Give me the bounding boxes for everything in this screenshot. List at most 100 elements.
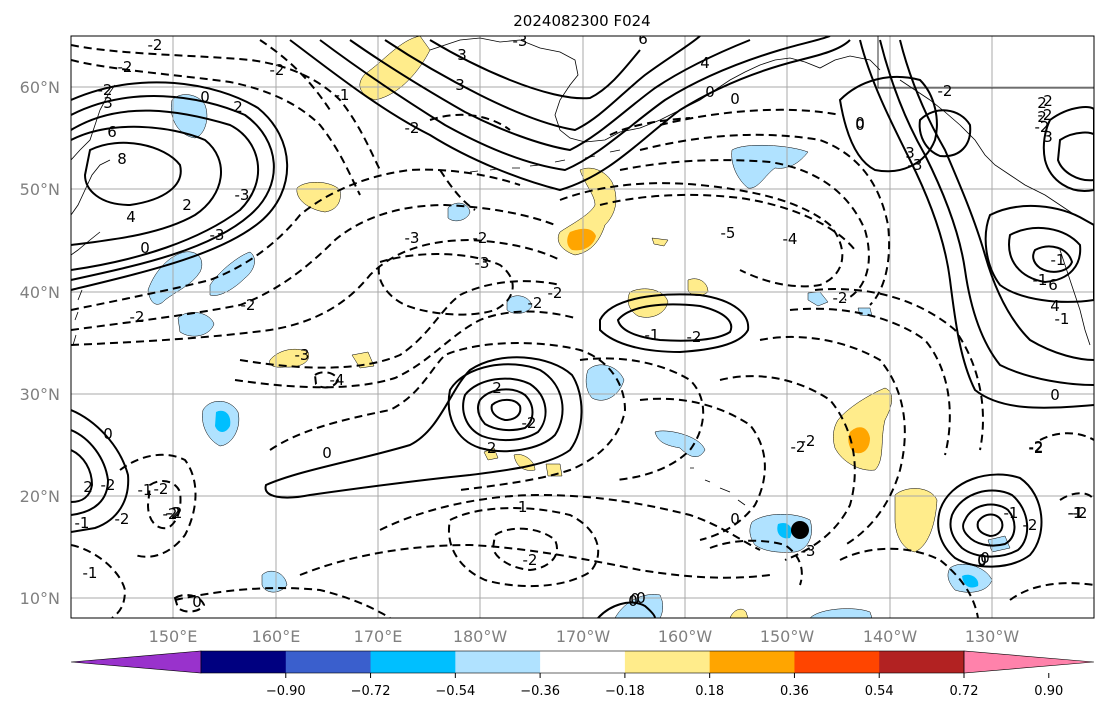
- contour-label: -2: [101, 476, 116, 494]
- contour-label: -2: [130, 308, 145, 326]
- contour-label: -2: [1038, 106, 1053, 124]
- contour-line: [313, 371, 340, 389]
- contour-label: -5: [721, 224, 736, 242]
- contour-label: -2: [1073, 504, 1088, 522]
- contour-label: 2: [182, 196, 192, 214]
- colorbar-segment: [709, 651, 795, 673]
- contour-label: -2: [405, 119, 420, 137]
- contour-label: -4: [330, 371, 345, 389]
- contour-line: [377, 253, 514, 316]
- contour-label: -2: [1035, 118, 1050, 136]
- contour-line: [599, 293, 750, 354]
- patch-blue: [209, 251, 255, 296]
- colorbar-segment: [540, 651, 626, 673]
- contour-line: [234, 310, 576, 389]
- contour-label: 0: [730, 510, 740, 528]
- patch-orange: [567, 228, 596, 251]
- contour-line: [759, 335, 906, 546]
- colorbar-tick-label: 0.18: [695, 684, 724, 699]
- contour-line: [879, 39, 1094, 386]
- lon-label: 180°W: [453, 627, 508, 646]
- contour-line: [859, 39, 1094, 409]
- contour-label: 0: [977, 551, 987, 569]
- contour-label: -1: [83, 564, 98, 582]
- contour-line: [1042, 106, 1094, 192]
- contour-line: [609, 117, 691, 136]
- contour-label: -1: [1033, 271, 1048, 289]
- contour-line: [71, 449, 94, 503]
- contour-label: 2: [83, 478, 93, 496]
- contour-label: -2: [270, 61, 285, 79]
- contour-label: 6: [1048, 276, 1058, 294]
- contour-label: -2: [473, 229, 488, 247]
- coastline-kamchatka: [71, 84, 116, 256]
- contour-label: -2: [482, 439, 497, 457]
- patch-yellow: [359, 36, 431, 101]
- contour-line: [597, 601, 656, 618]
- colorbar-segments: [70, 650, 1095, 674]
- contour-label: -3: [210, 226, 225, 244]
- contour-line: [1009, 582, 1094, 601]
- colorbar-tick-label: −0.54: [435, 684, 475, 699]
- contour-line: [71, 81, 289, 291]
- contour-label: -2: [115, 510, 130, 528]
- colorbar-segment: [370, 651, 456, 673]
- contour-line: [71, 238, 561, 346]
- contour-label: -1: [1055, 310, 1070, 328]
- contour-label: 4: [126, 208, 136, 226]
- lat-label: 20°N: [20, 487, 60, 506]
- colorbar-segment: [794, 651, 880, 673]
- patch-cyan: [777, 522, 792, 539]
- lon-label: 160°E: [252, 627, 301, 646]
- contour-label: -2: [791, 438, 806, 456]
- contour-label: 0: [855, 116, 865, 134]
- lon-label: 150°W: [760, 627, 815, 646]
- map-title: 2024082300 F024: [513, 12, 650, 30]
- contour-label: -2: [1029, 439, 1044, 457]
- contour-label: -3: [513, 32, 528, 50]
- patch-blue: [585, 364, 625, 401]
- contour-label: 6: [107, 123, 117, 141]
- contour-label: 0: [103, 425, 113, 443]
- contour-line: [429, 39, 641, 100]
- contour-line: [289, 39, 851, 192]
- contour-label: -1: [1004, 504, 1019, 522]
- coastline-hawaii: [690, 467, 746, 506]
- lat-label: 10°N: [20, 589, 60, 608]
- contour-line: [976, 513, 1004, 538]
- colorbar: −0.90 −0.72 −0.54 −0.36 −0.18 0.18 0.36 0.54 0.7…: [70, 650, 1095, 699]
- contour-label: 0: [705, 83, 715, 101]
- contour-label: -3: [405, 229, 420, 247]
- colorbar-extend-low: [70, 650, 202, 674]
- contour-label: -2: [163, 505, 178, 523]
- dashed-contours: [71, 39, 1094, 618]
- lon-label: 170°W: [556, 627, 611, 646]
- contour-line: [789, 307, 951, 456]
- patch-cyan: [962, 574, 979, 588]
- contour-label: 2: [1043, 92, 1053, 110]
- contour-label: -1: [1051, 251, 1066, 269]
- colorbar-tick-label: 0.36: [780, 684, 809, 699]
- patch-blue: [654, 430, 706, 457]
- contour-label: -2: [241, 296, 256, 314]
- contour-label: -3: [235, 186, 250, 204]
- contour-label: -1: [138, 481, 153, 499]
- lon-label: 160°W: [658, 627, 713, 646]
- contour-label: -2: [118, 58, 133, 76]
- patch-cyan: [215, 410, 231, 432]
- contour-line: [616, 303, 733, 342]
- coastline-kuril: [72, 289, 83, 346]
- contour-line: [71, 544, 127, 618]
- contour-label: 3: [103, 94, 113, 112]
- contour-label: -2: [523, 551, 538, 569]
- contour-label: 0: [200, 88, 210, 106]
- contour-line: [269, 342, 627, 491]
- contour-label: -2: [98, 81, 113, 99]
- patch-yellow: [729, 608, 749, 618]
- contour-label: -2: [522, 414, 537, 432]
- contour-line: [71, 168, 521, 311]
- colorbar-tick-label: 0.72: [950, 684, 979, 699]
